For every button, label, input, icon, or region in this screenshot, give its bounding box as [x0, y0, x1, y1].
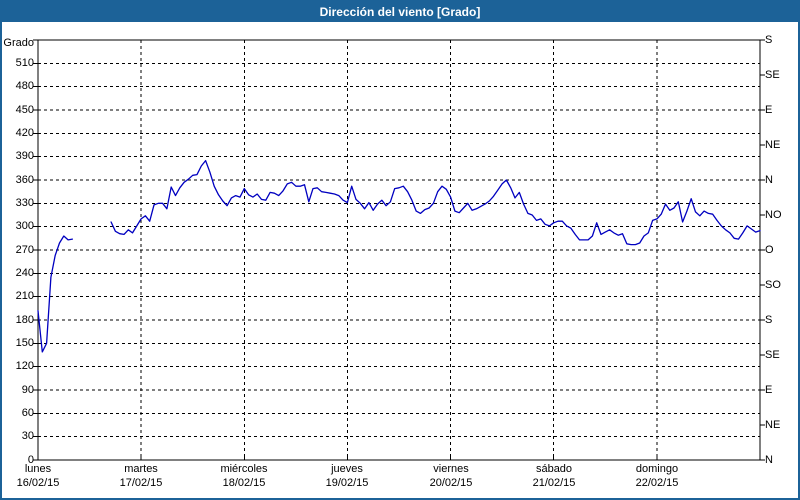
y-axis-tick-label: 390	[15, 150, 34, 162]
y-axis-tick-label: 360	[15, 174, 34, 186]
x-axis-date-label: 19/02/15	[325, 477, 369, 489]
compass-label: S	[765, 314, 773, 326]
y-axis-tick-label: 510	[15, 57, 34, 69]
y-axis-tick-label: 90	[21, 384, 34, 396]
compass-label: N	[765, 454, 773, 466]
x-axis-day-label: jueves	[331, 463, 363, 475]
y-axis-tick-label: 30	[21, 430, 34, 442]
y-axis-tick-label: 450	[15, 104, 34, 116]
y-axis-tick-label: 210	[15, 290, 34, 302]
compass-label: E	[765, 104, 773, 116]
compass-label: SO	[765, 279, 781, 291]
y-axis-tick-label: 120	[15, 360, 34, 372]
y-axis-tick-label: 330	[15, 197, 34, 209]
compass-label: NE	[765, 139, 781, 151]
compass-label: O	[765, 244, 774, 256]
y-axis-caption: Grado	[3, 37, 34, 49]
x-axis-day-label: miércoles	[220, 463, 268, 475]
x-axis-date-label: 22/02/15	[635, 477, 679, 489]
x-axis-day-label: lunes	[24, 463, 52, 475]
chart-title-bar: Dirección del viento [Grado]	[2, 2, 798, 22]
compass-label: E	[765, 384, 773, 396]
y-axis-tick-label: 480	[15, 80, 34, 92]
compass-label: SE	[765, 349, 780, 361]
x-axis-day-label: viernes	[433, 463, 469, 475]
chart-title: Dirección del viento [Grado]	[319, 5, 481, 19]
x-axis-date-label: 21/02/15	[532, 477, 576, 489]
y-axis-tick-label: 420	[15, 127, 34, 139]
y-axis-tick-label: 300	[15, 220, 34, 232]
x-axis-date-label: 16/02/15	[16, 477, 60, 489]
compass-label: SE	[765, 69, 780, 81]
compass-label: N	[765, 174, 773, 186]
x-axis-date-label: 17/02/15	[119, 477, 163, 489]
x-axis-date-label: 20/02/15	[429, 477, 473, 489]
y-axis-tick-label: 240	[15, 267, 34, 279]
x-axis-day-label: martes	[124, 463, 158, 475]
compass-label: NO	[765, 209, 782, 221]
x-axis-date-label: 18/02/15	[222, 477, 266, 489]
y-axis-tick-label: 60	[21, 407, 34, 419]
compass-label: NE	[765, 419, 781, 431]
x-axis-day-label: sábado	[535, 463, 573, 475]
y-axis-tick-label: 180	[15, 314, 34, 326]
compass-label: S	[765, 34, 773, 46]
y-axis-tick-label: 270	[15, 244, 34, 256]
y-axis-tick-label: 0	[27, 454, 34, 466]
x-axis-day-label: domingo	[635, 463, 679, 475]
y-axis-tick-label: 150	[15, 337, 34, 349]
